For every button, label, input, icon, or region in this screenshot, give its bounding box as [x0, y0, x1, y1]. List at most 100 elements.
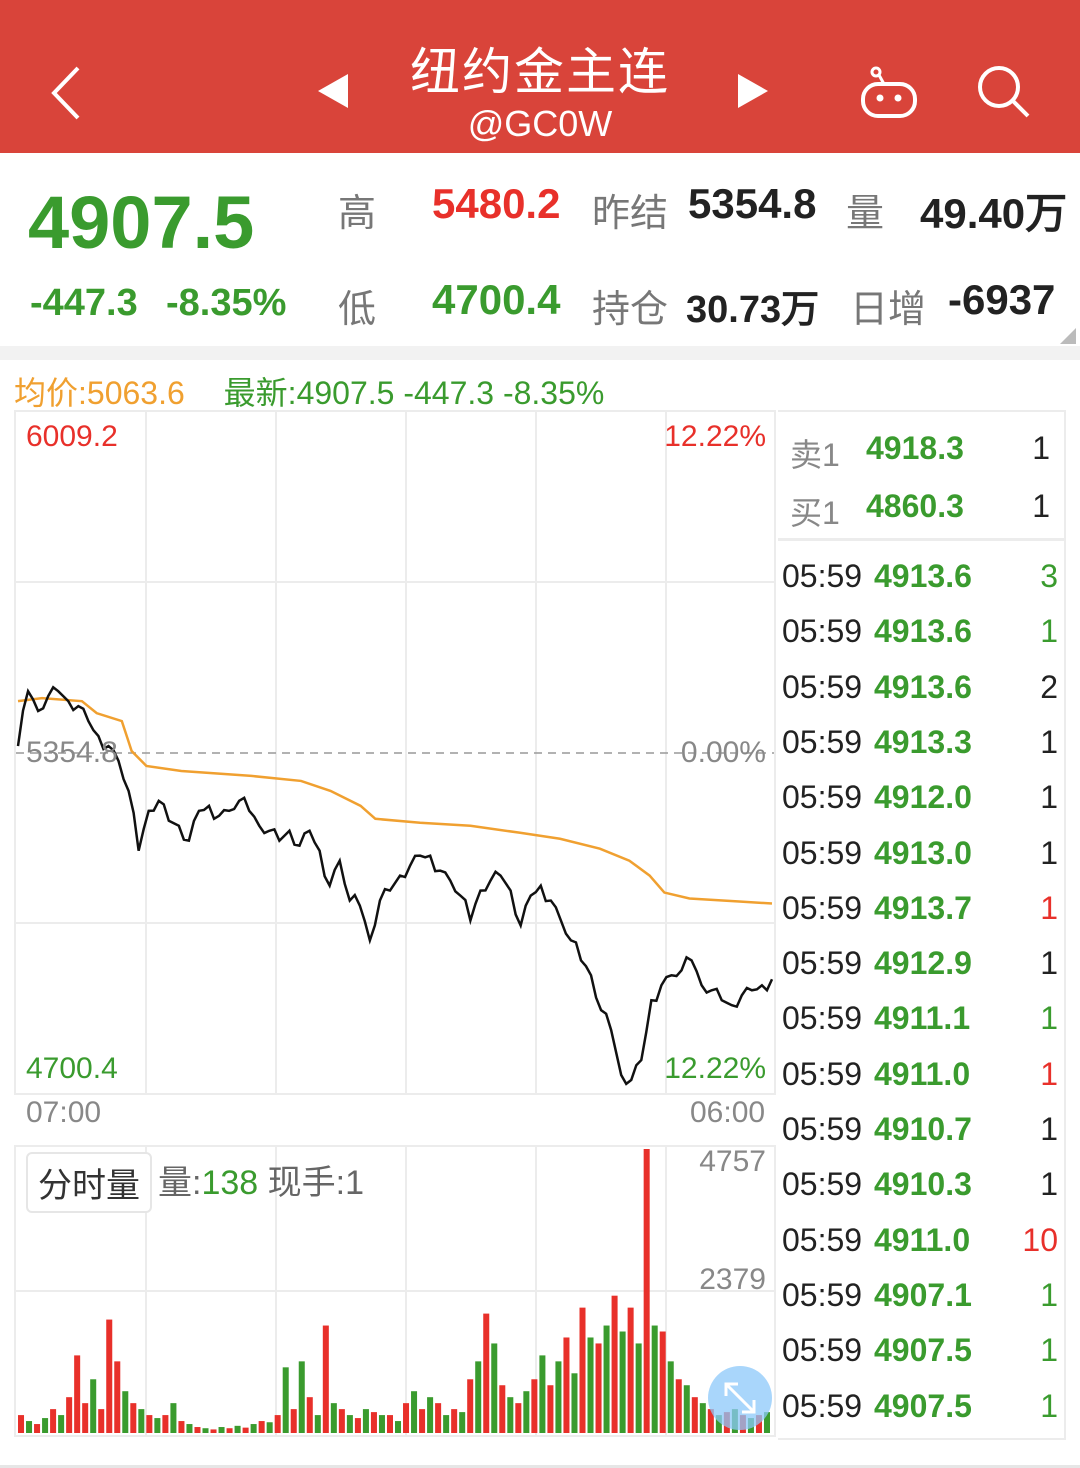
trade-time: 05:59: [782, 1000, 863, 1037]
trade-qty: 1: [1040, 1000, 1058, 1037]
volume-bar: [250, 1424, 257, 1433]
trade-qty: 1: [1040, 1111, 1058, 1147]
expand-button[interactable]: [708, 1366, 772, 1430]
volume-bar: [266, 1422, 273, 1433]
volume-bar: [483, 1313, 490, 1433]
volume-bar: [58, 1415, 65, 1433]
volume-bar: [370, 1412, 377, 1433]
volume-bar: [50, 1409, 57, 1433]
volume-bar: [411, 1391, 418, 1433]
volume-bar: [178, 1421, 185, 1433]
prev-settle-value: 5354.8: [688, 180, 817, 227]
bid-label: 买1: [790, 495, 840, 531]
trade-row: 05:59 4907.5 1: [778, 1388, 1064, 1443]
ask-row: 卖1 4918.3 1: [778, 430, 1064, 485]
robot-icon[interactable]: [858, 66, 920, 120]
volume-bar: [186, 1424, 193, 1433]
trade-time: 05:59: [782, 1111, 863, 1147]
volume-bar: [306, 1397, 313, 1433]
volume-bar: [707, 1409, 714, 1433]
trade-row: 05:59 4907.5 1: [778, 1332, 1064, 1387]
trade-time: 05:59: [782, 779, 863, 816]
volume-bar: [202, 1428, 209, 1433]
pct-tick-top: 12.22%: [664, 420, 766, 453]
volume-bar: [579, 1307, 586, 1433]
volume-bar: [130, 1403, 137, 1433]
volume-bar: [539, 1355, 546, 1433]
volume-bar: [66, 1397, 73, 1433]
trade-price: 4913.6: [874, 613, 972, 650]
trade-time: 05:59: [782, 1221, 863, 1258]
prev-settle-label: 昨结: [592, 193, 669, 235]
volume-bar: [435, 1403, 442, 1433]
volume-chart[interactable]: 4757 2379: [14, 1145, 776, 1437]
volume-bar: [523, 1391, 530, 1433]
price-chart-svg: [16, 412, 774, 1093]
info-line: 均价:5063.6 最新:4907.5 -447.3 -8.35%: [14, 368, 604, 414]
average-price: 均价:5063.6: [14, 375, 185, 411]
volume-bar: [547, 1385, 554, 1433]
volume-bar: [322, 1325, 329, 1433]
trade-qty: 1: [1040, 1166, 1058, 1203]
trade-price: 4913.0: [874, 834, 972, 871]
trade-row: 05:59 4911.0 10: [778, 1222, 1064, 1277]
volume-bar: [386, 1415, 393, 1433]
search-icon[interactable]: [976, 64, 1032, 120]
trade-qty: 2: [1040, 668, 1058, 705]
volume-bar: [467, 1379, 474, 1433]
trade-price: 4911.0: [874, 1221, 971, 1258]
volume-indicator-selector[interactable]: 分时量: [26, 1152, 152, 1213]
prev-triangle-icon[interactable]: [316, 72, 350, 110]
pct-tick-bottom: 12.22%: [664, 1052, 766, 1085]
volume-bar: [635, 1343, 642, 1433]
price-change: -447.3: [30, 282, 138, 324]
trade-qty: 1: [1040, 834, 1058, 871]
trade-qty: 1: [1040, 779, 1058, 816]
hand-label: 现手:1: [267, 1164, 364, 1202]
open-interest-label: 持仓: [592, 289, 669, 331]
next-triangle-icon[interactable]: [736, 72, 770, 110]
ask-price: 4918.3: [866, 430, 964, 466]
trade-time: 05:59: [782, 723, 863, 760]
volume-bar: [210, 1429, 217, 1433]
volume-bar: [258, 1421, 265, 1433]
volume-bar: [74, 1355, 81, 1433]
bid-row: 买1 4860.3 1: [778, 488, 1064, 543]
section-divider: [0, 346, 1080, 360]
y-tick-top: 6009.2: [26, 420, 118, 453]
volume-bar: [763, 1412, 770, 1433]
trade-qty: 1: [1040, 889, 1058, 926]
expand-arrows-icon: [724, 1382, 756, 1414]
volume-label: 量: [846, 193, 885, 235]
trade-qty: 1: [1040, 1332, 1058, 1369]
instrument-title: 纽约金主连: [410, 44, 670, 100]
volume-bar: [651, 1325, 658, 1433]
volume-bar: [354, 1418, 361, 1433]
trade-time: 05:59: [782, 558, 863, 594]
volume-bar: [170, 1403, 177, 1433]
volume-bar: [18, 1415, 25, 1433]
volume-bar: [90, 1379, 97, 1433]
volume-bar: [715, 1415, 722, 1433]
volume-bar: [330, 1403, 337, 1433]
bottom-divider: [0, 1465, 1080, 1468]
trade-qty: 3: [1040, 558, 1058, 594]
low-value: 4700.4: [432, 276, 561, 323]
latest-quote: 最新:4907.5 -447.3 -8.35%: [223, 375, 605, 411]
back-chevron-icon[interactable]: [48, 64, 84, 122]
volume-bar: [499, 1385, 506, 1433]
volume-bar: [475, 1361, 482, 1433]
trade-time: 05:59: [782, 834, 863, 871]
volume-bar: [378, 1415, 385, 1433]
price-chart[interactable]: 6009.2 5354.8 4700.4 12.22% 0.00% 12.22%: [14, 410, 776, 1095]
trade-time: 05:59: [782, 1166, 863, 1203]
volume-bar: [234, 1425, 241, 1433]
trade-price: 4907.5: [874, 1387, 972, 1424]
volume-bar: [362, 1409, 369, 1433]
x-tick-end: 06:00: [690, 1096, 766, 1129]
trade-time: 05:59: [782, 668, 863, 705]
volume-bar: [563, 1337, 570, 1433]
trade-qty: 1: [1040, 945, 1058, 982]
trade-time: 05:59: [782, 1332, 863, 1369]
top-bar: 纽约金主连 @GC0W: [0, 0, 1080, 153]
